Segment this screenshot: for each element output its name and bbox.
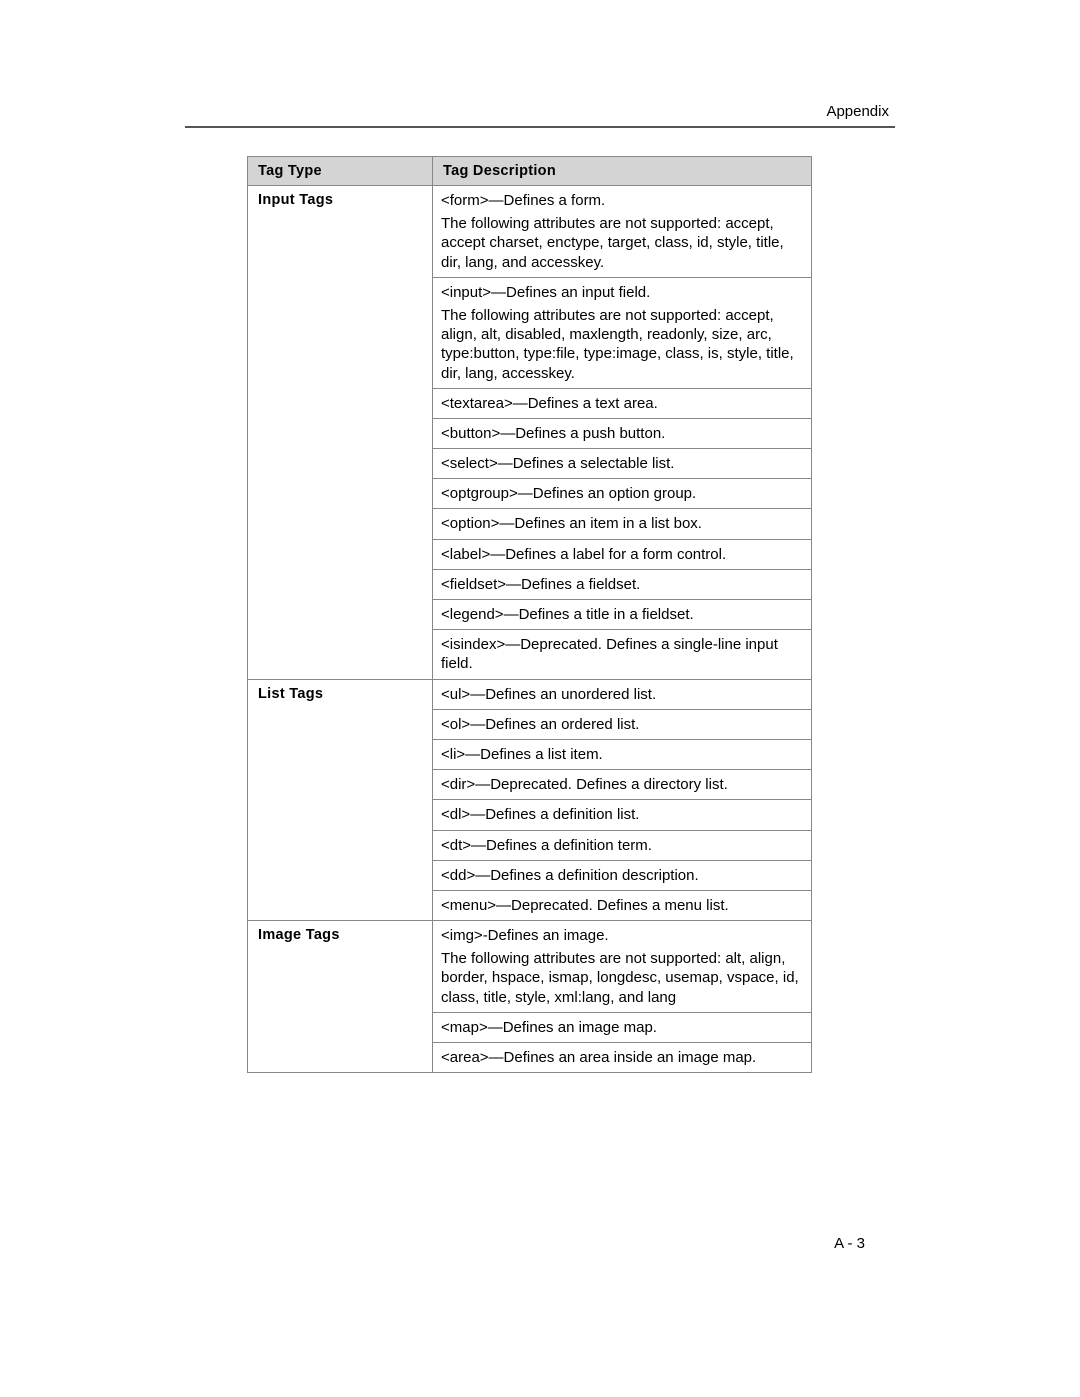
description-line: <map>—Defines an image map. (441, 1018, 801, 1037)
header-section-label: Appendix (185, 103, 895, 120)
description-line: The following attributes are not support… (441, 949, 801, 1007)
description-line: <button>—Defines a push button. (441, 424, 801, 443)
description-line: <label>—Defines a label for a form contr… (441, 545, 801, 564)
tag-type-cell: Image Tags (248, 921, 433, 1073)
tag-description-cell: <legend>—Defines a title in a fieldset. (433, 600, 812, 630)
description-line: <li>—Defines a list item. (441, 745, 801, 764)
tag-description-cell: <option>—Defines an item in a list box. (433, 509, 812, 539)
tag-description-cell: <dd>—Defines a definition description. (433, 860, 812, 890)
tag-description-cell: <li>—Defines a list item. (433, 739, 812, 769)
tag-description-cell: <optgroup>—Defines an option group. (433, 479, 812, 509)
tag-description-cell: <ol>—Defines an ordered list. (433, 709, 812, 739)
table-row: Input Tags<form>—Defines a form.The foll… (248, 186, 812, 278)
tag-reference-table: Tag Type Tag Description Input Tags<form… (247, 156, 812, 1073)
description-line: <form>—Defines a form. (441, 191, 801, 210)
tag-description-cell: <label>—Defines a label for a form contr… (433, 539, 812, 569)
tag-description-cell: <form>—Defines a form. The following attr… (433, 186, 812, 278)
description-line: <dd>—Defines a definition description. (441, 866, 801, 885)
tag-description-cell: <img>-Defines an image. The following att… (433, 921, 812, 1013)
description-line: <legend>—Defines a title in a fieldset. (441, 605, 801, 624)
description-line: The following attributes are not support… (441, 306, 801, 383)
tag-description-cell: <area>—Defines an area inside an image m… (433, 1043, 812, 1073)
tag-description-cell: <input>—Defines an input field. The follo… (433, 277, 812, 388)
description-line: <ol>—Defines an ordered list. (441, 715, 801, 734)
description-line: <area>—Defines an area inside an image m… (441, 1048, 801, 1067)
description-line: <select>—Defines a selectable list. (441, 454, 801, 473)
description-line: <textarea>—Defines a text area. (441, 394, 801, 413)
description-line: <input>—Defines an input field. (441, 283, 801, 302)
col-header-desc: Tag Description (433, 157, 812, 186)
description-line: The following attributes are not support… (441, 214, 801, 272)
tag-type-cell: List Tags (248, 679, 433, 921)
tag-description-cell: <button>—Defines a push button. (433, 418, 812, 448)
tag-description-cell: <dt>—Defines a definition term. (433, 830, 812, 860)
tag-description-cell: <textarea>—Defines a text area. (433, 388, 812, 418)
header-rule (185, 126, 895, 128)
tag-type-cell: Input Tags (248, 186, 433, 680)
description-line: <dt>—Defines a definition term. (441, 836, 801, 855)
description-line: <menu>—Deprecated. Defines a menu list. (441, 896, 801, 915)
page-number: A - 3 (834, 1235, 865, 1252)
tag-description-cell: <fieldset>—Defines a fieldset. (433, 569, 812, 599)
table-row: Image Tags<img>-Defines an image.The fol… (248, 921, 812, 1013)
tag-description-cell: <isindex>—Deprecated. Defines a single-l… (433, 630, 812, 679)
tag-description-cell: <dir>—Deprecated. Defines a directory li… (433, 770, 812, 800)
tag-description-cell: <menu>—Deprecated. Defines a menu list. (433, 890, 812, 920)
col-header-type: Tag Type (248, 157, 433, 186)
table-header-row: Tag Type Tag Description (248, 157, 812, 186)
description-line: <isindex>—Deprecated. Defines a single-l… (441, 635, 801, 673)
description-line: <dl>—Defines a definition list. (441, 805, 801, 824)
description-line: <dir>—Deprecated. Defines a directory li… (441, 775, 801, 794)
description-line: <ul>—Defines an unordered list. (441, 685, 801, 704)
tag-description-cell: <dl>—Defines a definition list. (433, 800, 812, 830)
description-line: <option>—Defines an item in a list box. (441, 514, 801, 533)
description-line: <fieldset>—Defines a fieldset. (441, 575, 801, 594)
tag-description-cell: <map>—Defines an image map. (433, 1012, 812, 1042)
tag-description-cell: <ul>—Defines an unordered list. (433, 679, 812, 709)
description-line: <optgroup>—Defines an option group. (441, 484, 801, 503)
description-line: <img>-Defines an image. (441, 926, 801, 945)
table-row: List Tags<ul>—Defines an unordered list. (248, 679, 812, 709)
tag-description-cell: <select>—Defines a selectable list. (433, 449, 812, 479)
